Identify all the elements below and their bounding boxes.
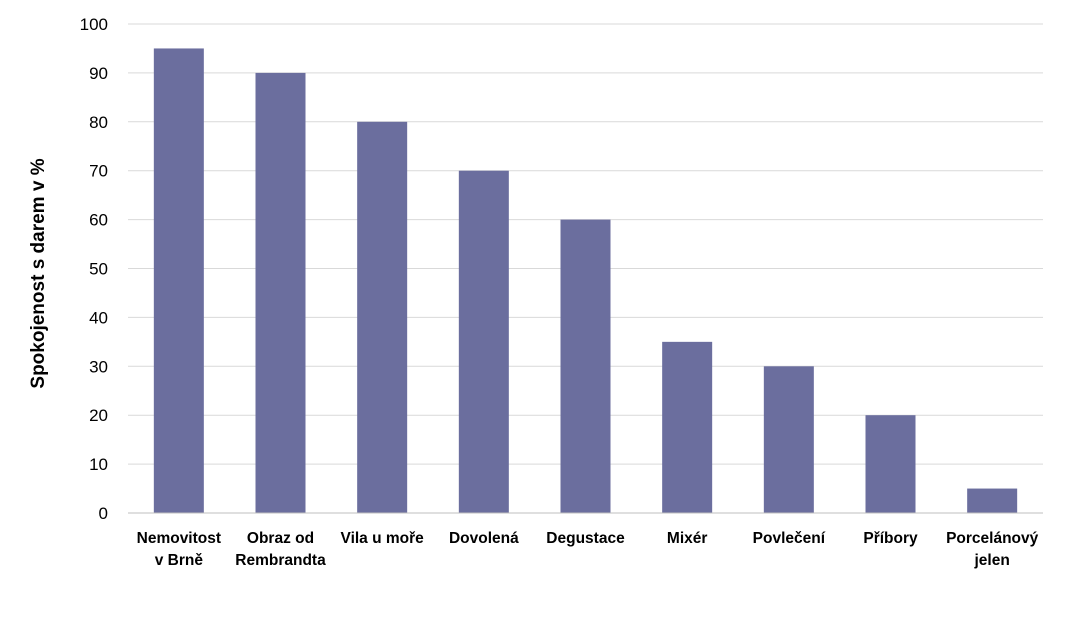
y-tick-label: 70 <box>89 162 108 181</box>
bar <box>560 219 611 513</box>
x-category-label-line: Porcelánový <box>946 530 1039 547</box>
bar <box>458 170 509 513</box>
y-tick-label: 100 <box>80 15 108 34</box>
y-tick-label: 50 <box>89 260 108 279</box>
x-category-label-line: v Brně <box>155 552 204 569</box>
x-category-label: Obraz od Rembrandta <box>235 530 326 569</box>
x-category-label: Degustace <box>546 530 625 547</box>
bar <box>662 341 713 513</box>
x-category-label: Vila u moře <box>341 530 425 547</box>
x-category-label-line: Nemovitost <box>137 530 221 547</box>
x-category-label-line: Povlečení <box>753 530 826 547</box>
bar <box>153 48 204 513</box>
x-category-label: Nemovitost v Brně <box>137 530 221 569</box>
x-category-label-line: Dovolená <box>449 530 519 547</box>
y-tick-label: 90 <box>89 64 108 83</box>
y-tick-label: 10 <box>89 455 108 474</box>
x-category-label: Povlečení <box>753 530 826 547</box>
x-axis-labels: Nemovitost v Brně Obraz od Rembrandta Vila u… <box>137 530 1039 569</box>
bar <box>865 415 916 513</box>
y-tick-label: 20 <box>89 406 108 425</box>
x-category-label-line: Vila u moře <box>341 530 425 547</box>
x-category-label: Příbory <box>863 530 918 547</box>
x-category-label-line: jelen <box>974 552 1010 569</box>
y-tick-label: 80 <box>89 113 108 132</box>
x-category-label: Mixér <box>667 530 708 547</box>
x-category-label-line: Degustace <box>546 530 625 547</box>
y-axis-title: Spokojenost s darem v % <box>28 158 49 388</box>
x-category-label: Dovolená <box>449 530 519 547</box>
y-axis-ticks: 0 10 20 30 40 50 60 70 80 90 100 <box>80 15 108 523</box>
y-tick-label: 30 <box>89 357 108 376</box>
bar <box>967 488 1018 513</box>
bars <box>153 48 1018 514</box>
y-tick-label: 0 <box>99 504 108 523</box>
x-category-label-line: Obraz od <box>247 530 314 547</box>
y-tick-label: 60 <box>89 211 108 230</box>
y-tick-label: 40 <box>89 308 108 327</box>
bar <box>255 72 306 514</box>
bar <box>357 121 408 514</box>
x-category-label-line: Mixér <box>667 530 708 547</box>
bar <box>763 366 814 513</box>
x-category-label-line: Rembrandta <box>235 552 326 569</box>
x-category-label: Porcelánový jelen <box>946 530 1039 569</box>
x-category-label-line: Příbory <box>863 530 918 547</box>
